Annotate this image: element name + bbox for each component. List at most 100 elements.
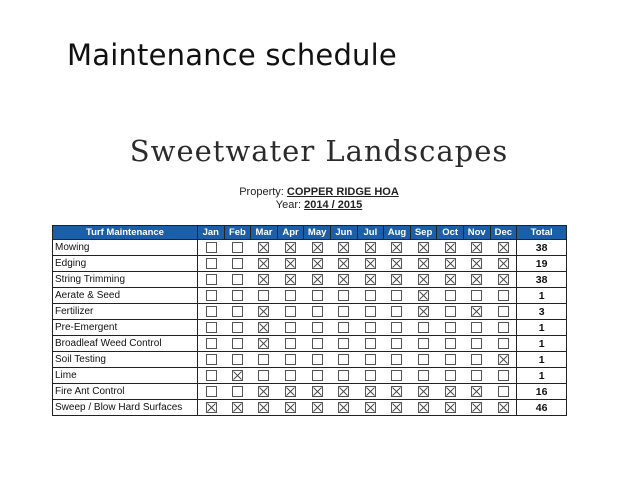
- checked-box-icon: [285, 385, 297, 397]
- checked-box-icon: [497, 241, 509, 253]
- checked-box-icon: [258, 257, 270, 269]
- month-cell: [224, 351, 251, 368]
- empty-box-icon: [285, 337, 297, 349]
- empty-box-icon: [444, 321, 456, 333]
- checked-box-icon: [285, 241, 297, 253]
- maintenance-table: Turf Maintenance Jan Feb Mar Apr May Jun Jul Au…: [52, 225, 568, 416]
- checked-box-icon: [338, 257, 350, 269]
- checked-box-icon: [338, 241, 350, 253]
- task-name: Pre-Emergent: [52, 319, 198, 336]
- table-row: Edging 19: [52, 255, 568, 272]
- empty-box-icon: [444, 337, 456, 349]
- month-cell: [224, 303, 251, 320]
- month-cell: [463, 335, 491, 352]
- empty-box-icon: [231, 305, 243, 317]
- month-cell: [383, 367, 411, 384]
- header-total: Total: [516, 225, 568, 240]
- empty-box-icon: [205, 273, 217, 285]
- table-row: Mowing 38: [52, 239, 568, 256]
- empty-box-icon: [418, 321, 430, 333]
- empty-box-icon: [205, 305, 217, 317]
- month-cell: [383, 303, 411, 320]
- month-cell: [383, 351, 411, 368]
- table-row: Sweep / Blow Hard Surfaces 46: [52, 399, 568, 416]
- empty-box-icon: [205, 385, 217, 397]
- month-cell: [250, 399, 278, 416]
- checked-box-icon: [497, 353, 509, 365]
- empty-box-icon: [471, 337, 483, 349]
- empty-box-icon: [205, 289, 217, 301]
- empty-box-icon: [205, 337, 217, 349]
- month-cell: [303, 255, 331, 272]
- month-cell: [357, 383, 384, 400]
- month-cell: [463, 383, 491, 400]
- empty-box-icon: [391, 369, 403, 381]
- empty-box-icon: [231, 353, 243, 365]
- month-cell: [357, 351, 384, 368]
- month-cell: [197, 239, 225, 256]
- empty-box-icon: [311, 337, 323, 349]
- month-cell: [436, 399, 464, 416]
- month-cell: [490, 239, 517, 256]
- task-name: Aerate & Seed: [52, 287, 198, 304]
- month-cell: [383, 255, 411, 272]
- month-cell: [277, 255, 304, 272]
- month-cell: [463, 351, 491, 368]
- checked-box-icon: [391, 257, 403, 269]
- empty-box-icon: [231, 273, 243, 285]
- table-body: Mowing 38 Edging 19 String Trimming 38 Aerate …: [52, 239, 568, 416]
- empty-box-icon: [338, 305, 350, 317]
- month-cell: [277, 319, 304, 336]
- month-cell: [357, 239, 384, 256]
- month-cell: [436, 367, 464, 384]
- month-cell: [277, 335, 304, 352]
- table-row: Lime 1: [52, 367, 568, 384]
- checked-box-icon: [311, 401, 323, 413]
- month-cell: [303, 351, 331, 368]
- month-cell: [436, 255, 464, 272]
- month-cell: [410, 335, 437, 352]
- month-cell: [330, 287, 358, 304]
- month-cell: [410, 271, 437, 288]
- checked-box-icon: [258, 273, 270, 285]
- empty-box-icon: [364, 369, 376, 381]
- month-cell: [250, 303, 278, 320]
- checked-box-icon: [471, 401, 483, 413]
- empty-box-icon: [231, 337, 243, 349]
- empty-box-icon: [497, 289, 509, 301]
- month-cell: [436, 271, 464, 288]
- checked-box-icon: [311, 241, 323, 253]
- empty-box-icon: [205, 353, 217, 365]
- checked-box-icon: [391, 401, 403, 413]
- table-row: Broadleaf Weed Control 1: [52, 335, 568, 352]
- month-cell: [330, 383, 358, 400]
- month-cell: [330, 239, 358, 256]
- checked-box-icon: [285, 257, 297, 269]
- month-cell: [490, 303, 517, 320]
- month-cell: [436, 239, 464, 256]
- month-cell: [490, 255, 517, 272]
- month-cell: [330, 303, 358, 320]
- checked-box-icon: [258, 385, 270, 397]
- month-cell: [490, 383, 517, 400]
- empty-box-icon: [285, 289, 297, 301]
- property-label: Property:: [239, 186, 284, 198]
- month-cell: [224, 287, 251, 304]
- empty-box-icon: [471, 353, 483, 365]
- month-cell: [197, 255, 225, 272]
- header-month-apr: Apr: [276, 225, 305, 240]
- month-cell: [410, 319, 437, 336]
- checked-box-icon: [418, 289, 430, 301]
- empty-box-icon: [231, 321, 243, 333]
- month-cell: [277, 367, 304, 384]
- checked-box-icon: [258, 401, 270, 413]
- table-header-row: Turf Maintenance Jan Feb Mar Apr May Jun Jul Au…: [52, 225, 568, 240]
- empty-box-icon: [311, 289, 323, 301]
- month-cell: [303, 303, 331, 320]
- month-cell: [330, 335, 358, 352]
- empty-box-icon: [391, 289, 403, 301]
- month-cell: [357, 303, 384, 320]
- month-cell: [197, 335, 225, 352]
- month-cell: [250, 319, 278, 336]
- header-month-may: May: [303, 225, 331, 240]
